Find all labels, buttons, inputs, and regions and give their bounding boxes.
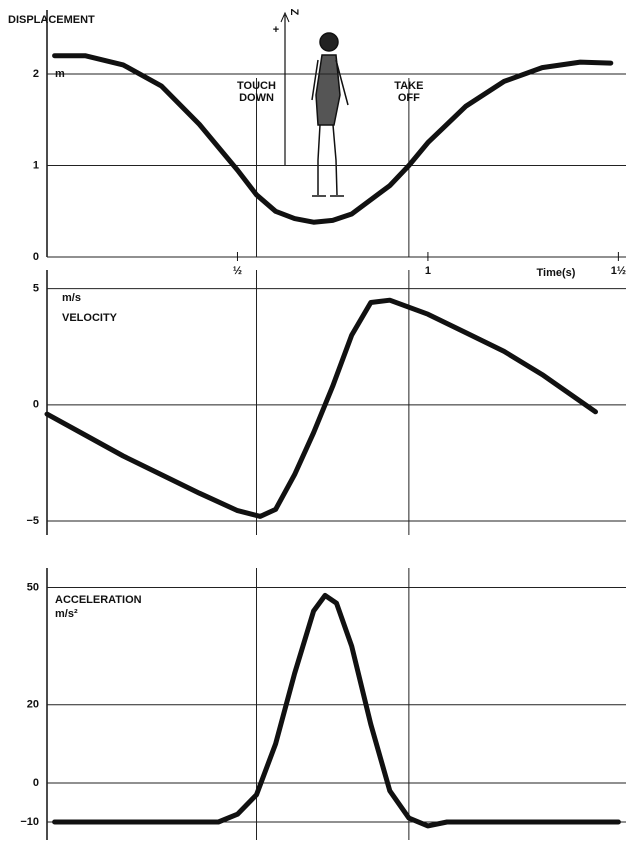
y-tick-label: −5	[26, 515, 39, 527]
unit-label: m/s	[62, 292, 81, 304]
y-tick-label: 0	[33, 777, 39, 789]
x-axis-label: Time(s)	[537, 267, 576, 279]
page: 0 1 2 DISPLACEMENT m ½ 1 1½ Time(s) TOUCHDOWN TAKE…	[0, 0, 634, 851]
x-tick-label: ½	[233, 265, 242, 277]
x-tick-label: 1	[425, 265, 431, 277]
z-sign: +	[273, 24, 279, 36]
y-tick-label: 5	[33, 283, 39, 295]
y-tick-label: 20	[27, 699, 39, 711]
y-tick-label: 0	[33, 399, 39, 411]
y-tick-label: 2	[33, 68, 39, 80]
y-tick-label: 50	[27, 581, 39, 593]
panel-title: VELOCITY	[62, 312, 118, 324]
y-tick-label: −10	[20, 816, 39, 828]
unit-label: m/s²	[55, 608, 78, 620]
panel-title: ACCELERATION	[55, 594, 142, 606]
y-tick-label: 1	[33, 159, 39, 171]
unit-label: m	[55, 68, 65, 80]
panel-title: DISPLACEMENT	[8, 14, 95, 26]
x-tick-label: 1½	[611, 265, 626, 277]
z-label: Z	[288, 9, 300, 16]
y-tick-label: 0	[33, 251, 39, 263]
figure: 0 1 2 DISPLACEMENT m ½ 1 1½ Time(s) TOUCHDOWN TAKE…	[0, 0, 634, 851]
